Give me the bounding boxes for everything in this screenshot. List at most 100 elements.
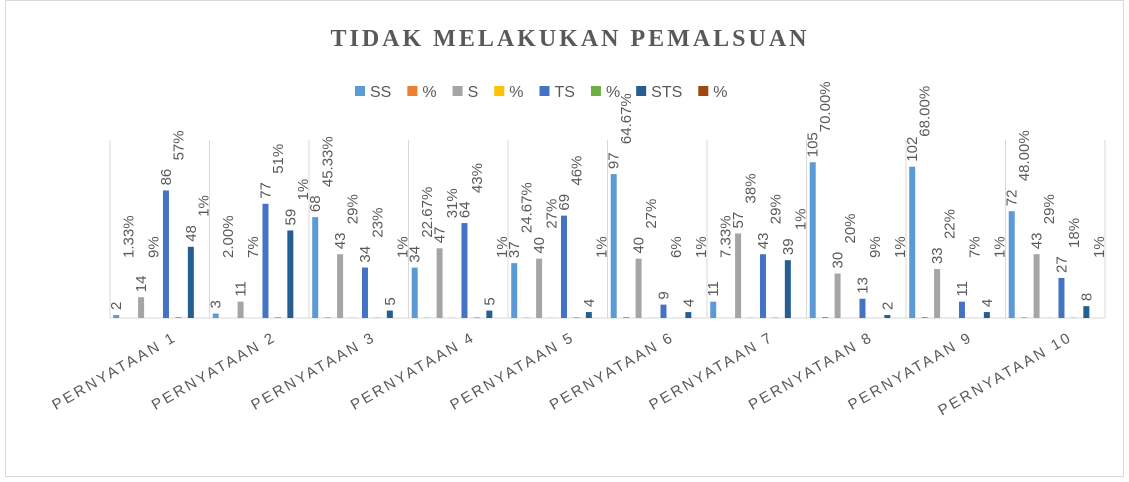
bar	[573, 317, 580, 318]
data-label: 48	[183, 225, 200, 242]
legend-label: S	[468, 84, 479, 101]
data-label: 40	[631, 237, 648, 254]
data-label: 3	[208, 300, 225, 308]
data-label: 9%	[146, 236, 163, 258]
bar	[324, 317, 331, 318]
data-label: 27%	[643, 199, 660, 229]
data-label: 43%	[469, 163, 486, 193]
data-label: 11	[705, 281, 722, 297]
bar	[834, 273, 841, 318]
bar	[921, 316, 928, 318]
data-label: 4	[680, 299, 697, 307]
legend-swatch	[355, 86, 365, 96]
bar	[262, 203, 269, 318]
data-label: 22%	[942, 209, 959, 239]
data-label: 2.00%	[220, 215, 237, 258]
bar	[337, 254, 344, 318]
legend-swatch	[452, 86, 463, 96]
data-label: 77	[257, 182, 274, 199]
data-label: 34	[357, 246, 374, 263]
bar	[934, 269, 941, 318]
bar	[710, 301, 717, 318]
data-label: 57%	[170, 130, 187, 160]
bar	[312, 217, 319, 318]
bar	[1021, 317, 1028, 318]
data-label: 47	[432, 227, 449, 244]
data-label: 33	[929, 247, 946, 264]
bar	[473, 317, 480, 318]
data-label: 13	[854, 277, 871, 294]
legend-swatch	[590, 86, 601, 96]
legend-label: %	[606, 84, 620, 101]
bar	[623, 317, 630, 318]
bar	[175, 317, 182, 318]
bar	[386, 310, 393, 318]
legend-label: %	[509, 84, 523, 101]
bar	[909, 166, 916, 318]
data-label: 18%	[1066, 218, 1083, 248]
bar	[983, 312, 990, 318]
bar	[1008, 211, 1015, 318]
legend-swatch	[494, 86, 505, 96]
bar	[884, 315, 891, 318]
data-label: 29%	[1041, 194, 1058, 224]
data-label: 1%	[792, 208, 809, 230]
data-label: 6%	[668, 236, 685, 258]
bar	[610, 174, 617, 318]
data-label: 57	[730, 212, 747, 229]
bar	[1033, 254, 1040, 318]
legend-label: SS	[370, 84, 391, 101]
data-label: 4	[581, 299, 598, 307]
data-label: 59	[282, 209, 299, 226]
data-label: 38%	[743, 173, 760, 203]
legend-swatch	[539, 86, 550, 96]
data-label: 1%	[693, 236, 710, 258]
data-label: 14	[133, 276, 150, 293]
bar	[809, 162, 816, 318]
data-label: 2	[108, 302, 125, 310]
data-label: 97	[606, 152, 623, 169]
data-label: 7.33%	[718, 215, 735, 258]
bar	[212, 313, 219, 318]
bar	[784, 260, 791, 318]
data-label: 29%	[767, 194, 784, 224]
bar	[511, 263, 518, 318]
data-label: 7%	[245, 236, 262, 258]
data-label: 45.33%	[320, 136, 337, 187]
data-label: 1%	[593, 236, 610, 258]
data-label: 9	[655, 291, 672, 299]
bar	[822, 316, 829, 318]
data-label: 4	[979, 299, 996, 307]
data-label: 27	[1053, 256, 1070, 273]
data-label: 69	[556, 194, 573, 211]
data-label: 11	[233, 281, 250, 297]
data-label: 37	[506, 241, 523, 258]
data-label: 30	[830, 252, 847, 269]
bar	[237, 301, 244, 318]
bar	[287, 230, 294, 318]
bar	[536, 258, 543, 318]
data-label: 86	[158, 169, 175, 186]
data-label: 105	[805, 132, 822, 157]
data-label: 43	[1029, 233, 1046, 250]
data-label: 22.67%	[419, 187, 436, 238]
bar	[660, 304, 667, 318]
data-label: 1.33%	[121, 215, 138, 258]
data-label: 1%	[991, 236, 1008, 258]
data-label: 102	[904, 137, 921, 162]
bar	[436, 248, 443, 318]
data-label: 20%	[842, 213, 859, 243]
data-label: 24.67%	[519, 182, 536, 233]
data-label: 1%	[295, 179, 312, 201]
bar	[187, 246, 194, 318]
legend-swatch	[407, 86, 418, 96]
data-label: 11	[954, 281, 971, 297]
bar	[958, 301, 965, 318]
data-label: 31%	[444, 188, 461, 218]
data-label: 43	[755, 233, 772, 250]
data-label: 72	[1004, 190, 1021, 207]
legend-label: %	[713, 84, 727, 101]
data-label: 1%	[1091, 236, 1108, 258]
bar	[747, 317, 754, 318]
bar	[486, 310, 493, 318]
